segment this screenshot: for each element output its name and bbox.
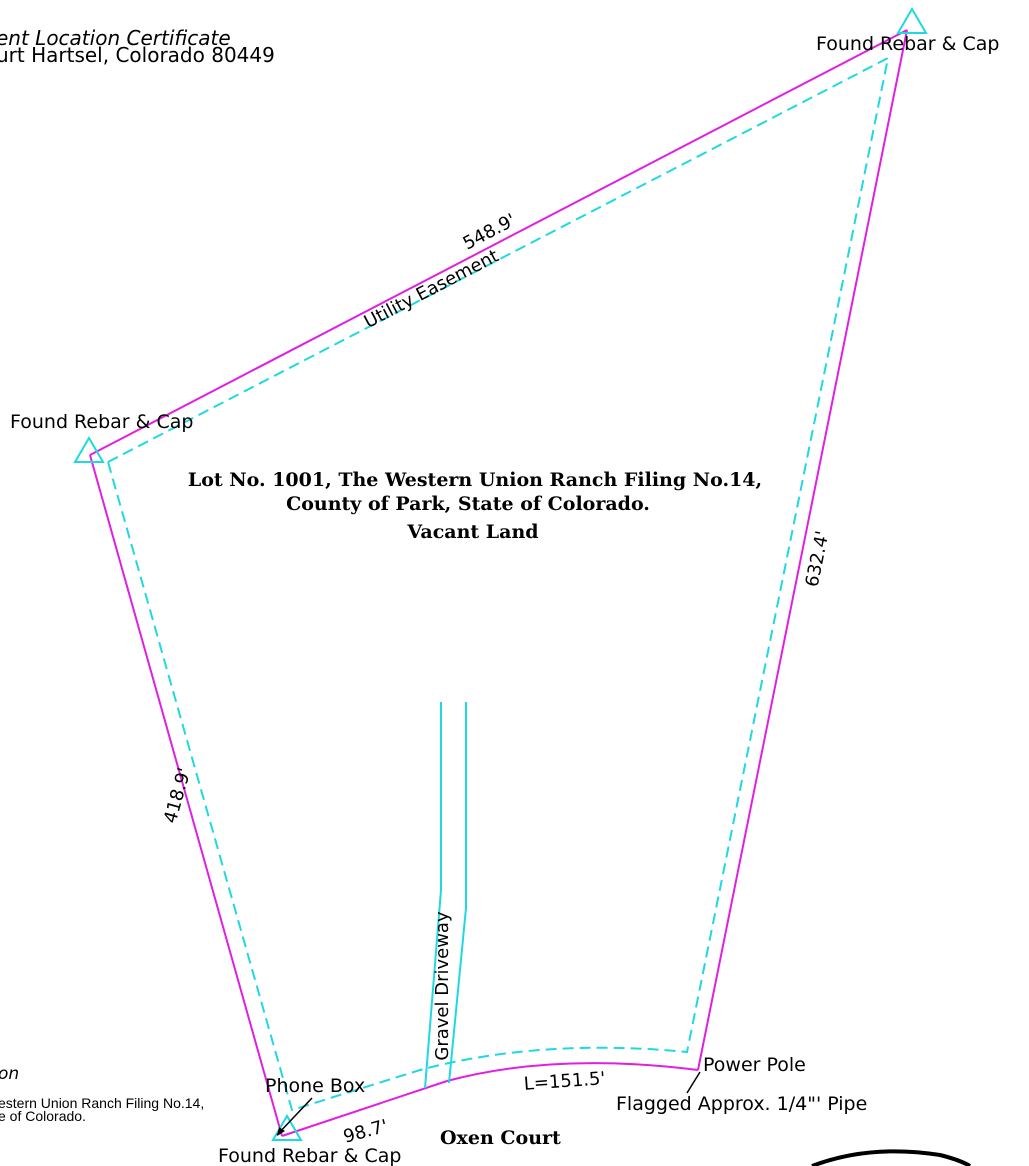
utility-easement-line: [106, 56, 890, 1112]
driveway-edge-right: [448, 702, 467, 1084]
west-distance-label: 418.9': [160, 765, 196, 825]
phone-box-leader: [276, 1097, 313, 1136]
phone-box-arrowhead: [277, 1127, 285, 1136]
boundary-north-line: [89, 29, 908, 456]
monument-ne-triangle: [896, 7, 928, 34]
certificate-address: urt Hartsel, Colorado 80449: [0, 43, 275, 67]
property-boundary: [89, 29, 908, 1137]
lot-description-line2: County of Park, State of Colorado.: [286, 493, 650, 515]
driveway-label: Gravel Driveway: [432, 911, 453, 1061]
lot-land-status: Vacant Land: [406, 521, 538, 543]
boundary-south-line: [281, 1080, 448, 1137]
monument-nw-triangle: [73, 436, 105, 463]
monument-nw-label: Found Rebar & Cap: [10, 411, 193, 433]
boundary-south-arc: [446, 1062, 699, 1082]
power-pole-label: Power Pole: [703, 1054, 806, 1076]
north-arrow-circle: [811, 1149, 972, 1166]
utility-easement-label: Utility Easement: [361, 245, 503, 332]
leader-lines: [276, 1071, 701, 1136]
boundary-west-line: [89, 454, 283, 1137]
pipe-label: Flagged Approx. 1/4"' Pipe: [616, 1093, 867, 1115]
legal-description-line2: e of Colorado.: [0, 1108, 86, 1124]
lot-description-line1: Lot No. 1001, The Western Union Ranch Fi…: [188, 469, 762, 491]
east-distance-label: 632.4': [802, 529, 834, 589]
boundary-east-line: [697, 29, 908, 1071]
phone-box-label: Phone Box: [265, 1075, 365, 1097]
legal-description-line1: estern Union Ranch Filing No.14,: [0, 1095, 204, 1111]
legal-description-heading: on: [0, 1064, 19, 1084]
certificate-title: ent Location Certificate: [0, 26, 231, 50]
street-name: Oxen Court: [440, 1127, 561, 1149]
power-pole-leader: [686, 1071, 701, 1094]
gravel-driveway: [424, 702, 467, 1089]
monument-sw-label: Found Rebar & Cap: [218, 1145, 401, 1166]
monument-ne-label: Found Rebar & Cap: [816, 33, 999, 55]
south-line-distance-label: 98.7': [341, 1116, 390, 1148]
driveway-edge-left: [424, 702, 442, 1089]
south-arc-length-label: L=151.5': [523, 1068, 606, 1095]
